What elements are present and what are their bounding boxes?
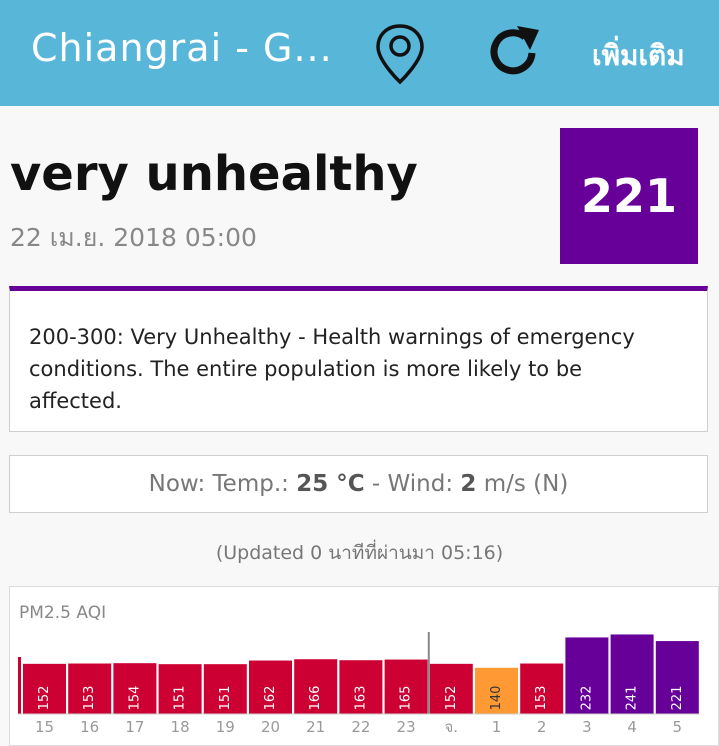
chart-value-label: 140: [489, 686, 504, 711]
chart-bar-partial: [18, 657, 21, 714]
chart-x-tick-label: 15: [35, 718, 54, 735]
health-description-card: 200-300: Very Unhealthy - Health warning…: [9, 286, 708, 432]
reading-timestamp: 22 เม.ย. 2018 05:00: [10, 223, 257, 252]
current-conditions: Now: Temp.: 25 °C - Wind: 2 m/s (N): [9, 455, 708, 513]
chart-x-tick-label: 22: [351, 718, 370, 735]
wind-prefix: - Wind:: [371, 471, 454, 497]
chart-x-tick-label: 2: [537, 718, 547, 735]
temperature-value: 25 °C: [296, 471, 365, 497]
health-description: 200-300: Very Unhealthy - Health warning…: [29, 325, 635, 413]
chart-bar: [384, 659, 428, 714]
chart-value-label: 232: [579, 686, 594, 711]
chart-title: PM2.5 AQI: [19, 603, 107, 623]
chart-bar: [294, 659, 338, 714]
chart-x-tick-label: 18: [171, 718, 190, 735]
chart-value-label: 221: [670, 686, 685, 711]
aqi-level-label: very unhealthy: [10, 146, 418, 202]
chart-value-label: 241: [625, 686, 640, 711]
more-button[interactable]: เพิ่มเติม: [592, 39, 685, 72]
map-pin-icon[interactable]: [372, 22, 428, 86]
aqi-value: 221: [580, 169, 678, 223]
chart-bar: [158, 664, 202, 714]
chart-x-tick-label: จ.: [445, 718, 459, 735]
chart-bar: [249, 660, 292, 714]
refresh-icon[interactable]: [484, 20, 544, 82]
chart-value-label: 154: [127, 686, 142, 711]
app-bar: Chiangrai - G... เพิ่มเติม: [0, 0, 719, 106]
chart-value-label: 151: [218, 686, 233, 711]
wind-unit: m/s (N): [483, 471, 569, 497]
chart-bar: [68, 663, 112, 714]
chart-x-tick-label: 21: [306, 718, 325, 735]
chart-bar: [655, 641, 699, 714]
aqi-bar-chart: 1521515316154171511815119162201662116322…: [18, 632, 700, 735]
chart-value-label: 153: [534, 686, 549, 711]
chart-value-label: 166: [308, 686, 323, 711]
chart-value-label: 151: [173, 686, 188, 711]
chart-x-tick-label: 20: [261, 718, 280, 735]
station-title[interactable]: Chiangrai - G...: [31, 26, 333, 70]
chart-bar: [339, 660, 383, 714]
chart-value-label: 152: [444, 686, 459, 711]
chart-x-tick-label: 19: [216, 718, 235, 735]
updated-text: (Updated 0 นาทีที่ผ่านมา 05:16): [215, 542, 504, 564]
chart-x-tick-label: 4: [627, 718, 637, 735]
chart-bar: [610, 634, 654, 714]
chart-value-label: 165: [399, 686, 414, 711]
chart-x-tick-label: 23: [397, 718, 416, 735]
chart-value-label: 163: [353, 686, 368, 711]
chart-value-label: 162: [263, 686, 278, 711]
chart-bar: [113, 663, 157, 714]
chart-value-label: 153: [82, 686, 97, 711]
chart-x-tick-label: 17: [125, 718, 144, 735]
chart-value-label: 152: [37, 686, 52, 711]
now-temp-prefix: Now: Temp.:: [148, 471, 289, 497]
chart-bar: [565, 637, 609, 714]
chart-bar: [203, 664, 247, 714]
chart-bar: [475, 667, 518, 714]
chart-bar: [23, 663, 66, 714]
chart-x-tick-label: 1: [492, 718, 502, 735]
chart-x-tick-label: 5: [673, 718, 683, 735]
chart-x-tick-label: 16: [80, 718, 99, 735]
chart-bar: [429, 663, 473, 714]
chart-x-tick-label: 3: [582, 718, 592, 735]
wind-speed-value: 2: [460, 471, 477, 497]
aqi-value-badge: 221: [560, 128, 698, 264]
chart-bar: [520, 663, 564, 714]
